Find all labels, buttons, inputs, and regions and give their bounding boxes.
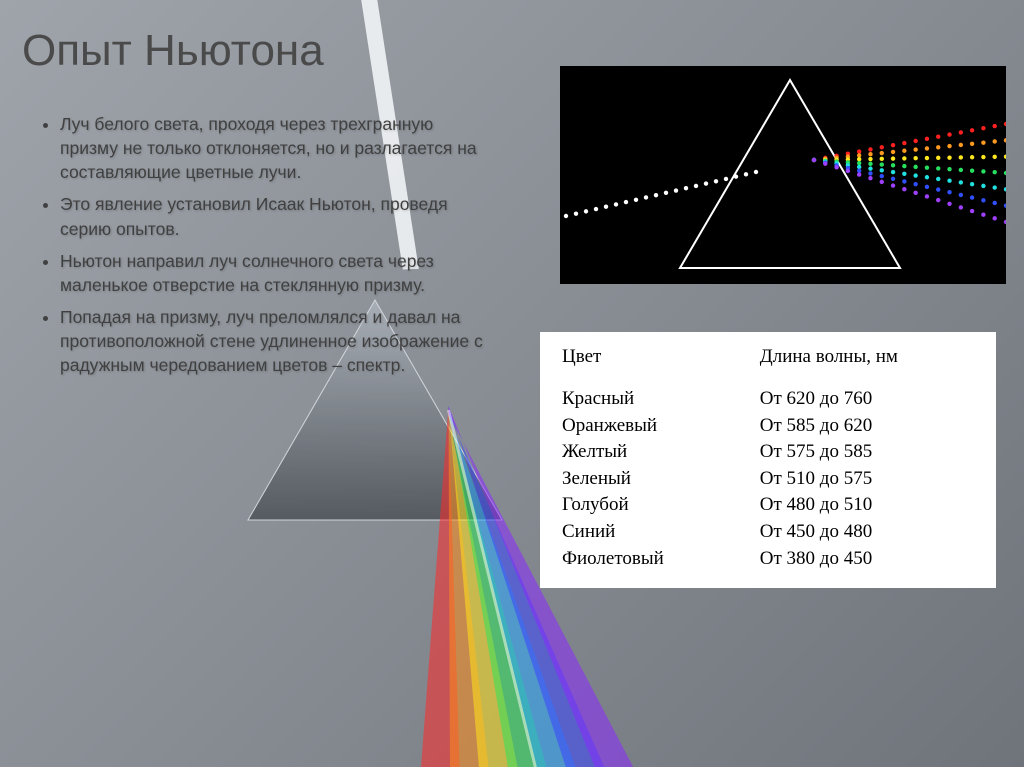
wavelength-range: От 380 до 450 [760,546,974,573]
bullet-item: Попадая на призму, луч преломлялся и дав… [60,305,488,377]
bullet-item: Это явление установил Исаак Ньютон, пров… [60,192,488,240]
slide-title: Опыт Ньютона [22,26,324,76]
bullet-item: Ньютон направил луч солнечного света чер… [60,249,488,297]
color-name: Красный [562,386,760,413]
table-row: ЖелтыйОт 575 до 585 [562,439,974,466]
table-header-color: Цвет [562,346,760,368]
wavelength-range: От 575 до 585 [760,439,974,466]
table-row: ОранжевыйОт 585 до 620 [562,413,974,440]
wavelength-range: От 510 до 575 [760,466,974,493]
wavelength-range: От 450 до 480 [760,519,974,546]
table-row: ГолубойОт 480 до 510 [562,492,974,519]
wavelength-table: Цвет Длина волны, нм КрасныйОт 620 до 76… [540,332,996,588]
wavelength-range: От 480 до 510 [760,492,974,519]
color-name: Голубой [562,492,760,519]
table-row: ЗеленыйОт 510 до 575 [562,466,974,493]
bullet-item: Луч белого света, проходя через трехгран… [60,112,488,184]
wavelength-range: От 585 до 620 [760,413,974,440]
table-header-wavelength: Длина волны, нм [760,346,974,368]
table-row: КрасныйОт 620 до 760 [562,386,974,413]
color-name: Синий [562,519,760,546]
color-name: Зеленый [562,466,760,493]
color-name: Желтый [562,439,760,466]
table-row: ФиолетовыйОт 380 до 450 [562,546,974,573]
table-row: СинийОт 450 до 480 [562,519,974,546]
color-name: Фиолетовый [562,546,760,573]
bullet-list: Луч белого света, проходя через трехгран… [38,112,488,385]
prism-dispersion-diagram [560,66,1006,284]
color-name: Оранжевый [562,413,760,440]
wavelength-range: От 620 до 760 [760,386,974,413]
